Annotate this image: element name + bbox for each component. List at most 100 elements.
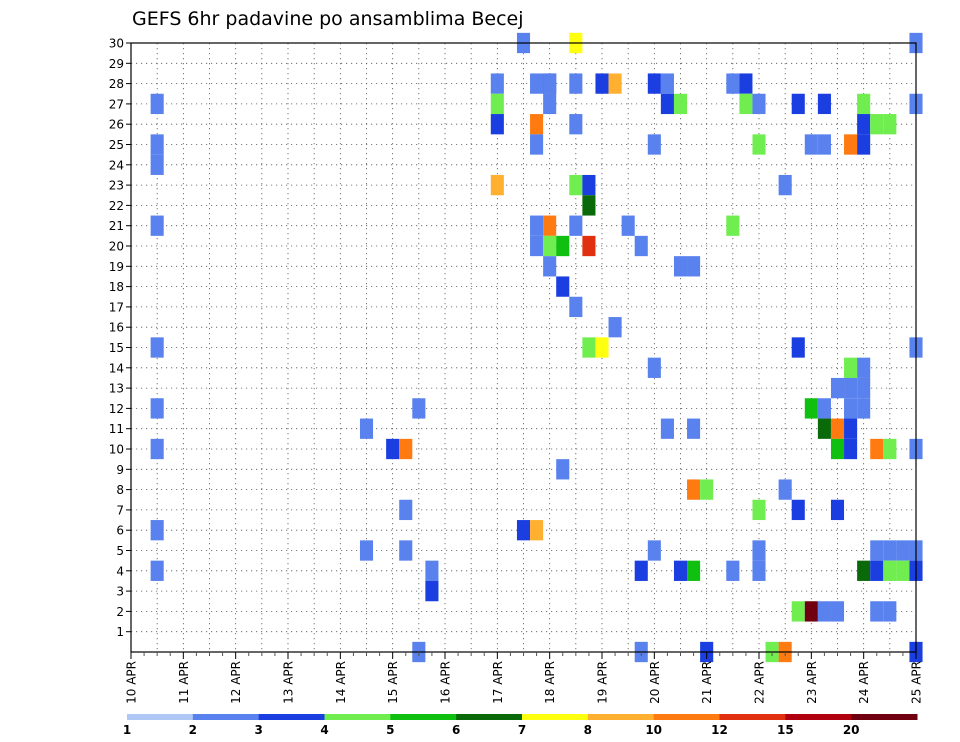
heatmap-cell: [660, 73, 674, 94]
heatmap-cell: [752, 540, 766, 561]
colorbar-label: 12: [711, 723, 728, 737]
heatmap-cell: [844, 377, 858, 399]
heatmap-cell: [647, 134, 661, 155]
heatmap-cell: [569, 114, 583, 135]
heatmap-cell: [490, 93, 504, 115]
y-tick-label: 18: [109, 280, 124, 294]
heatmap-cell: [569, 73, 583, 94]
heatmap-cell: [726, 560, 740, 581]
heatmap-cell: [150, 215, 164, 236]
colorbar-swatch: [192, 714, 260, 720]
x-tick-label: 23 APR: [805, 661, 819, 704]
x-tick-label: 12 APR: [229, 661, 243, 704]
y-tick-label: 27: [109, 97, 124, 111]
y-tick-label: 12: [109, 402, 124, 416]
y-tick-label: 30: [109, 37, 124, 51]
heatmap-cell: [399, 499, 413, 521]
heatmap-cell: [857, 377, 871, 399]
y-tick-label: 3: [116, 585, 124, 599]
heatmap-cell: [150, 134, 164, 155]
heatmap-cell: [857, 93, 871, 115]
heatmap-cell: [896, 560, 910, 581]
y-tick-label: 11: [109, 422, 124, 436]
heatmap-cell: [582, 337, 596, 358]
heatmap-cell: [150, 398, 164, 419]
heatmap-cell: [530, 520, 544, 541]
x-tick-label: 11 APR: [177, 661, 191, 704]
colorbar-label: 3: [254, 723, 262, 737]
y-tick-label: 21: [109, 219, 124, 233]
heatmap-cell: [569, 174, 583, 196]
heatmap-cell: [817, 418, 831, 439]
heatmap-cell: [883, 114, 897, 135]
heatmap-cell: [634, 235, 648, 257]
colorbar-label: 5: [386, 723, 394, 737]
heatmap-cell: [386, 438, 400, 460]
heatmap-cell: [739, 73, 753, 94]
heatmap-cell: [673, 256, 688, 277]
y-axis: 1234567891011121314151617181920212223242…: [109, 37, 131, 639]
colorbar-label: 20: [843, 723, 860, 737]
x-axis: 10 APR 11 APR 12 APR 13 APR 14 APR 15 APR 16 A…: [125, 652, 924, 704]
heatmap-cell: [150, 154, 164, 175]
heatmap-cell: [556, 235, 570, 257]
y-tick-label: 24: [109, 158, 124, 172]
colorbar-label: 10: [645, 723, 662, 737]
y-tick-label: 26: [109, 118, 124, 132]
heatmap-cell: [830, 601, 845, 622]
y-tick-label: 8: [116, 483, 124, 497]
heatmap-cell: [830, 438, 845, 460]
heatmap-cell: [543, 73, 557, 94]
heatmap-cell: [608, 317, 622, 338]
heatmap-cell: [870, 114, 884, 135]
y-tick-label: 6: [116, 524, 124, 538]
heatmap-cell: [844, 398, 858, 419]
x-tick-label: 14 APR: [334, 661, 348, 704]
heatmap-cell: [700, 479, 714, 500]
heatmap-cell: [791, 337, 805, 358]
x-tick-label: 21 APR: [700, 661, 714, 704]
heatmap-cell: [660, 418, 674, 439]
heatmap-cell: [687, 560, 701, 581]
heatmap-cell: [530, 73, 544, 94]
x-tick-label: 18 APR: [543, 661, 557, 704]
heatmap-cell: [844, 418, 858, 439]
heatmap-cell: [870, 438, 884, 460]
heatmap-cell: [726, 73, 740, 94]
heatmap-cell: [857, 560, 871, 581]
x-tick-label: 25 APR: [910, 661, 924, 704]
heatmap-cell: [857, 114, 871, 135]
heatmap-cell: [830, 499, 845, 521]
heatmap-cell: [595, 337, 609, 358]
y-tick-label: 29: [109, 57, 124, 71]
heatmap-cell: [647, 357, 661, 378]
colorbar-label: 15: [777, 723, 794, 737]
heatmap-cell: [687, 418, 701, 439]
heatmap-cell: [883, 560, 897, 581]
y-tick-label: 19: [109, 260, 124, 274]
y-tick-label: 10: [109, 443, 124, 457]
y-tick-label: 14: [109, 361, 124, 375]
heatmap-cell: [490, 73, 504, 94]
x-tick-label: 22 APR: [753, 661, 767, 704]
heatmap-cell: [150, 93, 164, 115]
colorbar-swatch: [522, 714, 589, 720]
heatmap-cell: [817, 134, 831, 155]
heatmap-cell: [543, 256, 557, 277]
y-tick-label: 4: [116, 564, 124, 578]
heatmap-cell: [817, 398, 831, 419]
heatmap-cell: [595, 73, 609, 94]
heatmap-cell: [425, 560, 439, 581]
heatmap-cell: [817, 601, 831, 622]
heatmap-cell: [150, 520, 164, 541]
heatmap-cell: [530, 215, 544, 236]
colorbar-swatch: [851, 714, 918, 720]
heatmap-cell: [490, 174, 504, 196]
heatmap-cell: [569, 296, 583, 318]
heatmap-cell: [647, 540, 661, 561]
heatmap-cell: [647, 73, 661, 94]
y-tick-label: 22: [109, 199, 124, 213]
heatmap-cell: [857, 357, 871, 378]
colorbar-swatch: [653, 714, 720, 720]
